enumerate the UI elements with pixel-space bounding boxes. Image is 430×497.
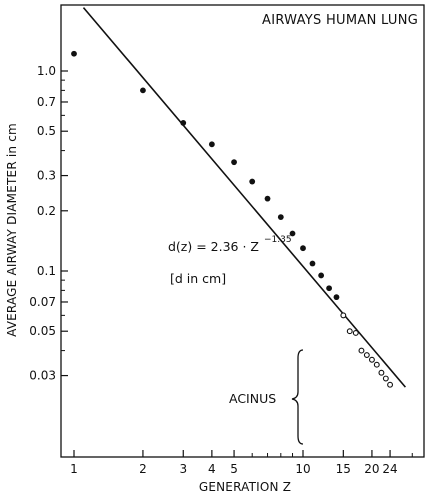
data-point-filled: [318, 272, 325, 279]
y-axis-title: AVERAGE AIRWAY DIAMETER in cm: [5, 123, 19, 337]
chart-title: AIRWAYS HUMAN LUNG: [262, 13, 418, 28]
fit-line: [82, 7, 407, 388]
data-point-open: [352, 330, 359, 336]
x-axis: 1 2 3 4 5 10 15 20 24: [70, 450, 413, 476]
y-axis: 0.03 0.05 0.07 0.1 0.2 0.3 0.5 0.7 1.0: [29, 64, 68, 383]
y-tick-label: 0.2: [37, 204, 56, 218]
x-tick-label: 1: [70, 462, 78, 476]
data-point-open: [378, 369, 385, 376]
data-point-open: [382, 375, 389, 382]
x-tick-label: 2: [139, 462, 147, 476]
data-point-filled: [208, 141, 215, 148]
y-tick-label: 0.05: [29, 324, 56, 338]
data-points: [71, 50, 394, 388]
equation-exponent: −1.35: [264, 235, 292, 245]
data-point-open: [368, 356, 375, 363]
data-point-open: [373, 361, 380, 368]
y-tick-label: 0.03: [29, 369, 56, 383]
acinus-label: ACINUS: [229, 391, 276, 406]
y-tick-label: 0.1: [37, 264, 56, 278]
data-point-filled: [71, 50, 77, 57]
x-tick-label: 20: [364, 462, 379, 476]
y-tick-label: 0.07: [29, 295, 56, 309]
y-tick-label: 1.0: [37, 64, 56, 78]
y-tick-label: 0.7: [37, 95, 56, 109]
units-note: [d in cm]: [170, 271, 226, 286]
x-axis-title: GENERATION Z: [199, 480, 291, 494]
data-point-open: [387, 381, 394, 388]
data-point-filled: [289, 230, 296, 237]
y-tick-label: 0.3: [37, 169, 56, 183]
equation-label: d(z) = 2.36 · Z: [168, 239, 259, 254]
x-tick-label: 15: [336, 462, 351, 476]
data-point-filled: [180, 120, 187, 126]
data-point-filled: [140, 87, 146, 94]
data-point-filled: [333, 294, 340, 301]
data-point-filled: [277, 214, 284, 220]
x-tick-label: 10: [295, 462, 310, 476]
data-point-filled: [309, 260, 316, 267]
data-point-open: [358, 347, 365, 354]
data-point-filled: [249, 178, 256, 185]
x-tick-label: 24: [382, 462, 397, 476]
x-tick-label: 3: [179, 462, 187, 476]
data-point-filled: [264, 195, 271, 202]
acinus-brace: [291, 349, 304, 445]
plot-frame: [60, 4, 425, 458]
data-point-open: [363, 352, 370, 358]
data-point-open: [340, 312, 347, 319]
data-point-open: [346, 328, 353, 335]
data-point-filled: [300, 245, 306, 252]
x-tick-label: 5: [230, 462, 238, 476]
y-tick-label: 0.5: [37, 124, 56, 138]
data-point-filled: [231, 159, 237, 166]
x-tick-label: 4: [208, 462, 216, 476]
data-point-filled: [326, 285, 332, 292]
